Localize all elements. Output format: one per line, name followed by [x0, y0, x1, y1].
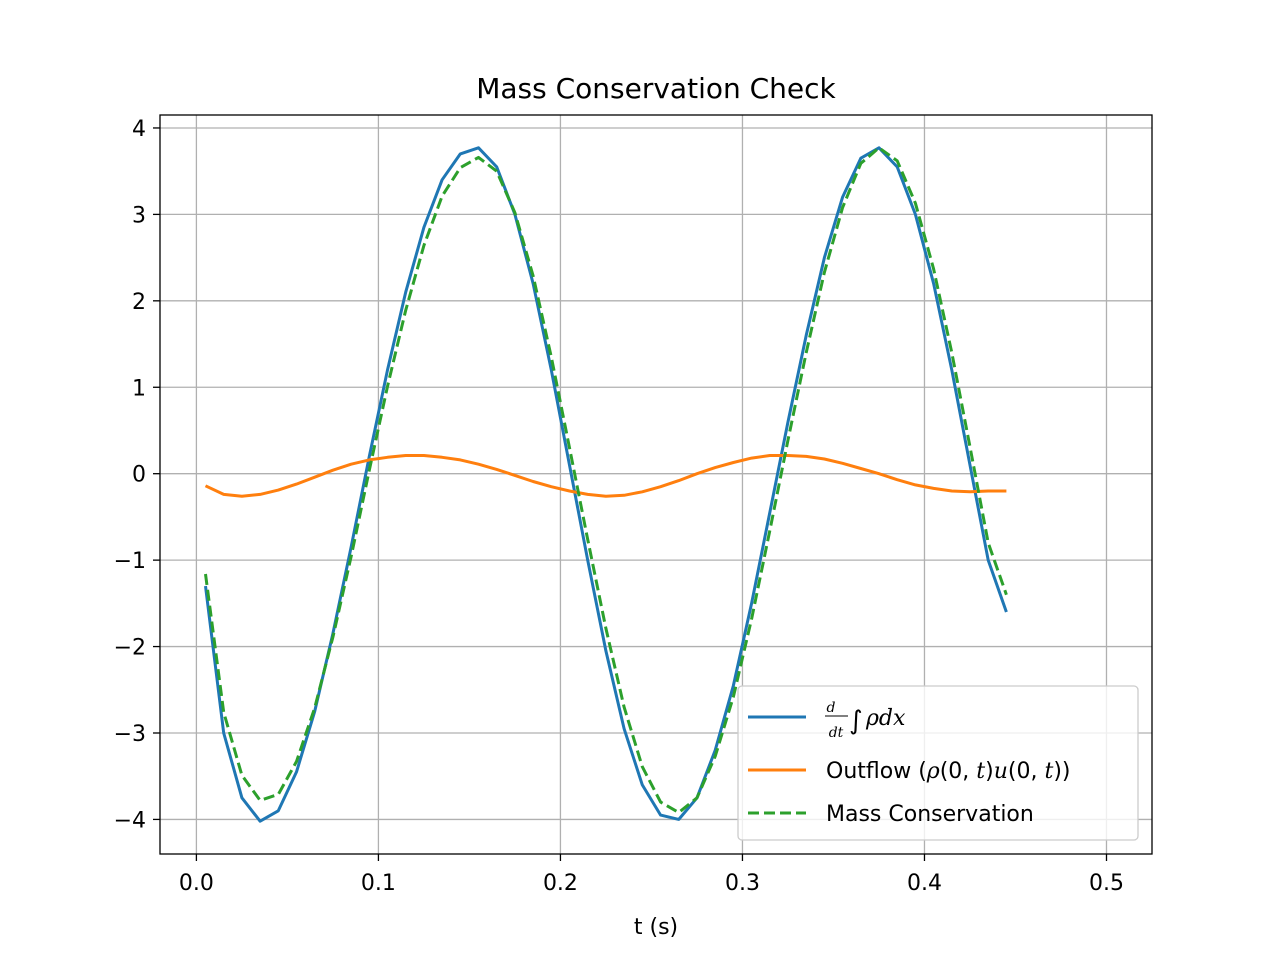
legend-label-outflow: Outflow (ρ(0, t)u(0, t))	[826, 759, 1071, 784]
x-tick-label: 0.1	[361, 871, 396, 896]
legend-label-mass-conservation: Mass Conservation	[826, 802, 1034, 827]
x-tick-label: 0.0	[179, 871, 214, 896]
legend-label-ddt-integral: d dt ∫ ρdx	[825, 700, 906, 741]
y-tick-label: 2	[132, 290, 146, 315]
series-mass-conservation	[204, 146, 1008, 814]
x-axis: 0.0 0.1 0.2 0.3 0.4 0.5	[179, 854, 1124, 896]
x-tick-label: 0.2	[543, 871, 578, 896]
legend-box	[737, 685, 1139, 841]
plot-frame	[159, 114, 1153, 855]
legend: d dt ∫ ρdx Outflow (ρ(0, t)u(0, t)) Mass…	[737, 685, 1139, 841]
legend-label-rho-dx: ρdx	[865, 706, 906, 731]
series-outflow	[204, 454, 1007, 498]
y-tick-label: 4	[132, 117, 146, 142]
y-axis: −4 −3 −2 −1 0 1 2 3 4	[114, 117, 160, 833]
chart-title: Mass Conservation Check	[476, 72, 836, 105]
x-tick-label: 0.5	[1089, 871, 1124, 896]
legend-label-dt: dt	[829, 725, 844, 741]
y-tick-label: 3	[132, 203, 146, 228]
x-tick-label: 0.4	[907, 871, 942, 896]
series-layer	[204, 146, 1008, 823]
y-tick-label: −4	[114, 808, 146, 833]
legend-label-d: d	[827, 700, 836, 716]
y-tick-label: −2	[114, 636, 146, 661]
x-tick-label: 0.3	[725, 871, 760, 896]
grid	[160, 115, 1152, 854]
y-tick-label: 0	[132, 463, 146, 488]
y-tick-label: 1	[132, 376, 146, 401]
y-tick-label: −3	[114, 722, 146, 747]
y-tick-label: −1	[114, 549, 146, 574]
x-axis-label: t (s)	[634, 915, 678, 940]
legend-label-integral-sign: ∫	[849, 706, 863, 736]
